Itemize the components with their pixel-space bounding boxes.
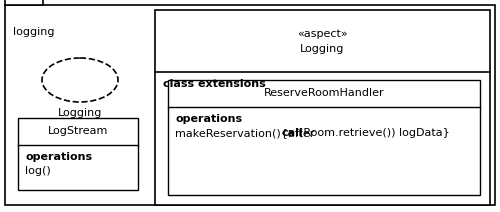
Text: LogStream: LogStream xyxy=(48,127,108,137)
Bar xyxy=(168,80,480,195)
Text: class extensions: class extensions xyxy=(163,79,266,89)
Text: operations: operations xyxy=(175,114,242,124)
Text: call: call xyxy=(281,128,302,138)
Ellipse shape xyxy=(42,58,118,102)
Text: Logging: Logging xyxy=(300,44,344,54)
Text: logging: logging xyxy=(13,27,54,37)
Bar xyxy=(18,118,138,190)
Text: makeReservation(){after: makeReservation(){after xyxy=(175,128,318,138)
Bar xyxy=(155,10,490,205)
Text: ReserveRoomHandler: ReserveRoomHandler xyxy=(264,88,384,99)
Text: log(): log() xyxy=(25,166,51,176)
Text: (Room.retrieve()) logData}: (Room.retrieve()) logData} xyxy=(299,128,450,138)
Text: «aspect»: «aspect» xyxy=(297,29,348,39)
Text: operations: operations xyxy=(25,152,92,162)
Text: Logging: Logging xyxy=(58,108,102,118)
Bar xyxy=(5,0,43,5)
